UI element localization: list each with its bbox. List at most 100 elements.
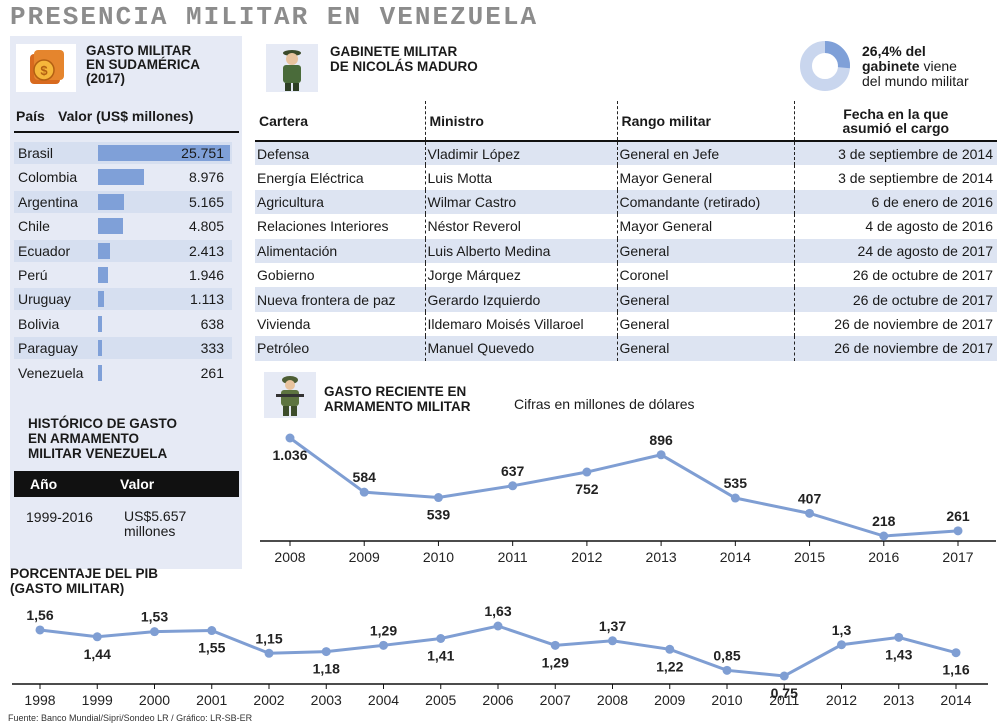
gasto-sudamerica-title: GASTO MILITAR EN SUDAMÉRICA (2017)	[86, 44, 200, 86]
pib-tick-label: 1998	[24, 692, 55, 708]
pib-tick-label: 2002	[253, 692, 284, 708]
cell-ministro: Gerardo Izquierdo	[424, 287, 617, 312]
cell-fecha: 6 de enero de 2016	[793, 189, 997, 215]
pib-data-label: 1,56	[26, 607, 53, 623]
country-name: Uruguay	[18, 291, 71, 308]
pib-point	[150, 627, 159, 637]
historico-value-line2: millones	[124, 523, 176, 539]
cell-cartera: Agricultura	[255, 189, 425, 215]
country-value: 5.165	[188, 193, 224, 210]
country-bar	[98, 145, 230, 161]
gasto-title-line2: EN SUDAMÉRICA	[86, 57, 201, 72]
country-name: Brasil	[18, 145, 54, 161]
country-value: 4.805	[188, 218, 224, 235]
cell-rango: Comandante (retirado)	[616, 189, 794, 215]
th-fecha-line2: asumió el cargo	[842, 119, 950, 136]
armamento-point	[953, 526, 963, 536]
table-row: Agricultura Wilmar Castro Comandante (reti…	[255, 189, 997, 215]
pib-data-label: 1,63	[484, 603, 511, 619]
armamento-title-line1: GASTO RECIENTE EN	[324, 384, 467, 399]
pib-title-line1: PORCENTAJE DEL PIB	[10, 566, 159, 581]
pib-tick-label: 1999	[82, 692, 113, 708]
pib-point	[379, 640, 388, 650]
cell-rango: Mayor General	[616, 214, 794, 239]
stat-bold: gabinete	[862, 58, 920, 74]
country-row: Uruguay 1.113	[14, 288, 232, 311]
cell-ministro: Luis Alberto Medina	[424, 238, 617, 263]
armamento-data-label: 535	[724, 475, 748, 491]
historico-value-line1: US$5.657	[124, 508, 187, 524]
armed-soldier-icon	[264, 372, 316, 418]
cell-rango: Coronel	[616, 262, 794, 288]
country-name: Venezuela	[18, 364, 84, 381]
cell-ministro: Néstor Reverol	[424, 214, 617, 239]
header-divider	[14, 131, 239, 133]
armamento-point	[285, 433, 295, 443]
cell-cartera: Gobierno	[257, 267, 315, 284]
pib-data-label: 1,44	[84, 646, 111, 662]
gasto-title-line3: (2017)	[86, 71, 126, 86]
pib-line-chart: 1,56 1998 1,44 1999 1,53 2000 1,55 2001 1,15 2002…	[12, 603, 988, 708]
pib-data-label: 0,85	[713, 647, 740, 663]
cell-fecha: 26 de noviembre de 2017	[793, 336, 997, 361]
cell-fecha: 4 de agosto de 2016	[793, 214, 997, 239]
armamento-tick-label: 2009	[349, 549, 380, 565]
table-row: Gobierno Jorge Márquez Coronel 26 de octubr…	[255, 262, 997, 288]
country-value: 2.413	[188, 242, 224, 259]
country-bar	[98, 267, 108, 283]
pib-point	[837, 640, 846, 650]
gasto-title-line1: GASTO MILITAR	[86, 43, 192, 58]
cell-cartera: Energía Eléctrica	[257, 169, 364, 186]
pib-tick-label: 2006	[482, 692, 513, 708]
country-value: 25.751	[181, 145, 224, 161]
gabinete-title-line1: GABINETE MILITAR	[330, 44, 458, 59]
historico-header: Año Valor	[14, 471, 239, 497]
cell-fecha: 3 de septiembre de 2014	[793, 141, 997, 166]
armamento-data-label: 752	[575, 481, 599, 497]
cabinet-table: Cartera Ministro Rango militar Fecha en …	[255, 101, 997, 361]
armamento-data-label: 407	[798, 490, 822, 506]
armamento-tick-label: 2012	[571, 549, 602, 565]
armamento-tick-label: 2010	[423, 549, 454, 565]
pib-point	[722, 665, 732, 675]
pib-point	[321, 647, 331, 657]
country-value: 333	[200, 340, 224, 357]
country-bar	[98, 315, 102, 332]
cell-cartera: Petróleo	[255, 336, 425, 361]
historico-col-year: Año	[30, 476, 58, 492]
pib-point	[92, 632, 102, 642]
armamento-data-label: 218	[872, 513, 896, 529]
armamento-tick-label: 2015	[794, 549, 825, 565]
pib-data-label: 1,18	[313, 661, 340, 677]
donut-share-arc	[824, 41, 850, 69]
country-name: Argentina	[18, 193, 78, 210]
col-value-header: Valor (US$ millones)	[58, 108, 194, 124]
soldier-icon	[266, 44, 318, 92]
country-bar	[98, 291, 104, 308]
cell-cartera: Alimentación	[255, 238, 425, 263]
pib-point	[665, 644, 675, 654]
table-row: Petróleo Manuel Quevedo General 26 de novie…	[255, 336, 997, 361]
cell-cartera: Relaciones Interiores	[257, 218, 389, 235]
cell-cartera: Defensa	[255, 141, 425, 166]
table-row: Energía Eléctrica Luis Motta Mayor General…	[255, 165, 997, 190]
table-row: Defensa Vladimir López General en Jefe 3 de…	[255, 141, 997, 166]
pib-tick-label: 2010	[711, 692, 742, 708]
historico-title-line2: EN ARMAMENTO	[28, 431, 139, 446]
armamento-title-line2: ARMAMENTO MILITAR	[324, 399, 471, 414]
cell-ministro: Ildemaro Moisés Villaroel	[424, 311, 617, 337]
country-bar	[98, 340, 102, 357]
cell-fecha: 26 de octubre de 2017	[793, 262, 997, 288]
table-row: Nueva frontera de paz Gerardo Izquierdo Ge…	[255, 287, 997, 312]
page-title: PRESENCIA MILITAR EN VENEZUELA	[10, 2, 539, 32]
pib-point	[264, 648, 274, 658]
armamento-data-label: 584	[353, 469, 377, 485]
pib-tick-label: 2008	[597, 692, 628, 708]
pib-data-label: 1,41	[427, 648, 454, 664]
pib-tick-label: 2012	[826, 692, 857, 708]
armamento-data-label: 896	[649, 432, 673, 448]
th-fecha: Fecha en la que asumió el cargo	[793, 101, 997, 142]
pib-point	[894, 632, 904, 642]
cell-fecha: 3 de septiembre de 2014	[793, 165, 997, 190]
stat-rest1: viene	[923, 58, 957, 74]
